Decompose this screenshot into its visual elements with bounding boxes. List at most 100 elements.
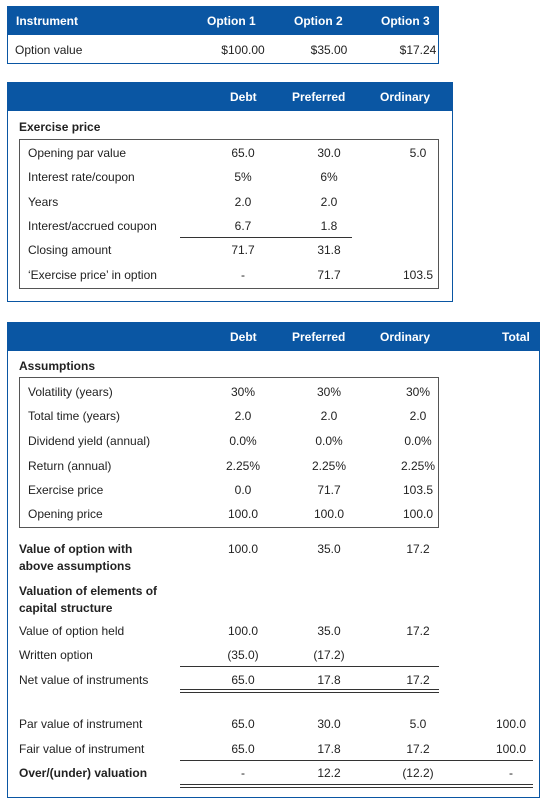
cell: - bbox=[241, 766, 245, 780]
cell: 65.0 bbox=[231, 742, 255, 756]
row-label: Exercise price bbox=[28, 483, 104, 497]
section-label: Assumptions bbox=[19, 359, 96, 373]
table-row: Return (annual) 2.25% 2.25% 2.25% bbox=[0, 456, 549, 476]
table-row: Exercise price 0.0 71.7 103.5 bbox=[0, 480, 549, 500]
cell: 100.0 bbox=[495, 717, 527, 731]
subtotal-rule bbox=[180, 760, 533, 761]
cell: 17.2 bbox=[406, 742, 430, 756]
cell: 0.0% bbox=[404, 434, 432, 448]
table-header: Debt Preferred Ordinary Total bbox=[8, 323, 539, 351]
cell: (17.2) bbox=[313, 648, 345, 662]
cell: 100.0 bbox=[495, 742, 527, 756]
total-double-rule-bottom bbox=[180, 787, 533, 788]
cell: 2.0 bbox=[409, 409, 427, 423]
cell: 2.0 bbox=[320, 195, 338, 209]
section-label: Valuation of elements of bbox=[19, 584, 158, 598]
cell: (12.2) bbox=[402, 766, 434, 780]
cell: 2.0 bbox=[234, 409, 252, 423]
cell: - bbox=[509, 766, 513, 780]
cell: 71.7 bbox=[231, 243, 255, 257]
cell: 0.0 bbox=[234, 483, 252, 497]
cell: 17.8 bbox=[317, 673, 341, 687]
cell: $100.00 bbox=[221, 43, 265, 57]
table-row: Interest rate/coupon 5% 6% bbox=[0, 167, 549, 187]
cell: 100.0 bbox=[313, 507, 345, 521]
cell: 103.5 bbox=[402, 483, 434, 497]
cell: 17.2 bbox=[406, 624, 430, 638]
cell: 0.0% bbox=[315, 434, 343, 448]
total-double-rule-top bbox=[180, 689, 439, 690]
total-double-rule-bottom bbox=[180, 692, 439, 693]
cell: 5% bbox=[234, 170, 252, 184]
cell: 71.7 bbox=[317, 483, 341, 497]
header-ordinary: Ordinary bbox=[380, 90, 431, 104]
cell: 100.0 bbox=[227, 624, 259, 638]
table-row: Value of option held 100.0 35.0 17.2 bbox=[0, 621, 549, 641]
cell: 30% bbox=[316, 385, 342, 399]
table-header: Instrument Option 1 Option 2 Option 3 bbox=[8, 7, 438, 35]
section-label-line-2: capital structure bbox=[19, 601, 113, 615]
total-double-rule-top bbox=[180, 784, 533, 785]
row-label: Return (annual) bbox=[28, 459, 112, 473]
section-title: Valuation of elements of capital structu… bbox=[0, 581, 549, 617]
row-label: Par value of instrument bbox=[19, 717, 143, 731]
table-row: Closing amount 71.7 31.8 bbox=[0, 240, 549, 260]
table-row: Value of option with above assumptions 1… bbox=[0, 539, 549, 575]
row-label: Interest rate/coupon bbox=[28, 170, 135, 184]
cell: 35.0 bbox=[317, 624, 341, 638]
cell: 17.2 bbox=[406, 673, 430, 687]
row-label: Written option bbox=[19, 648, 93, 662]
cell: 17.8 bbox=[317, 742, 341, 756]
cell: 2.0 bbox=[234, 195, 252, 209]
cell: 5.0 bbox=[409, 146, 427, 160]
cell: 65.0 bbox=[231, 673, 255, 687]
cell: $35.00 bbox=[310, 43, 348, 57]
row-label: Interest/accrued coupon bbox=[28, 219, 157, 233]
table-row: Option value $100.00 $35.00 $17.24 bbox=[0, 40, 549, 60]
header-preferred: Preferred bbox=[292, 330, 346, 344]
table-row: Opening par value 65.0 30.0 5.0 bbox=[0, 143, 549, 163]
table-row: Total time (years) 2.0 2.0 2.0 bbox=[0, 406, 549, 426]
assumptions-inner-box bbox=[19, 377, 439, 528]
table-row: Opening price 100.0 100.0 100.0 bbox=[0, 504, 549, 524]
option-value-table: Instrument Option 1 Option 2 Option 3 bbox=[7, 6, 439, 64]
row-label: Value of option with bbox=[19, 542, 133, 556]
subtotal-rule bbox=[180, 237, 352, 238]
row-label: Net value of instruments bbox=[19, 673, 149, 687]
row-label: Total time (years) bbox=[28, 409, 121, 423]
table-row: Dividend yield (annual) 0.0% 0.0% 0.0% bbox=[0, 431, 549, 451]
cell: 30.0 bbox=[317, 717, 341, 731]
header-preferred: Preferred bbox=[292, 90, 346, 104]
cell: 100.0 bbox=[227, 542, 259, 556]
row-label: Dividend yield (annual) bbox=[28, 434, 151, 448]
cell: 1.8 bbox=[320, 219, 338, 233]
table-row: Net value of instruments 65.0 17.8 17.2 bbox=[0, 670, 549, 690]
cell: 2.25% bbox=[311, 459, 347, 473]
header-debt: Debt bbox=[230, 330, 257, 344]
cell: 31.8 bbox=[317, 243, 341, 257]
header-option-3: Option 3 bbox=[381, 14, 430, 28]
row-label: Over/(under) valuation bbox=[19, 766, 148, 780]
row-label: Opening price bbox=[28, 507, 103, 521]
row-label: Fair value of instrument bbox=[19, 742, 145, 756]
cell: (35.0) bbox=[227, 648, 259, 662]
cell: 35.0 bbox=[317, 542, 341, 556]
cell: 100.0 bbox=[227, 507, 259, 521]
header-debt: Debt bbox=[230, 90, 257, 104]
cell: 65.0 bbox=[231, 717, 255, 731]
section-title: Assumptions bbox=[0, 356, 549, 376]
cell: $17.24 bbox=[399, 43, 437, 57]
cell: 100.0 bbox=[402, 507, 434, 521]
cell: 12.2 bbox=[317, 766, 341, 780]
cell: 2.25% bbox=[225, 459, 261, 473]
cell: 65.0 bbox=[231, 146, 255, 160]
header-total: Total bbox=[502, 330, 530, 344]
cell: 30% bbox=[405, 385, 431, 399]
row-label: Option value bbox=[15, 43, 83, 57]
cell: 17.2 bbox=[406, 542, 430, 556]
cell: 2.25% bbox=[400, 459, 436, 473]
table-row: Par value of instrument 65.0 30.0 5.0 10… bbox=[0, 714, 549, 734]
header-option-2: Option 2 bbox=[294, 14, 343, 28]
row-label: Volatility (years) bbox=[28, 385, 113, 399]
header-instrument: Instrument bbox=[16, 14, 79, 28]
